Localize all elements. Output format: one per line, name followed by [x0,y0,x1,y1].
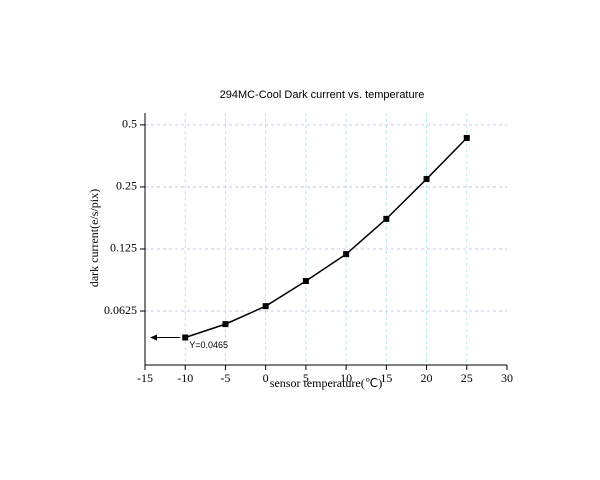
x-tick-label: -15 [137,371,153,385]
annotation: Y=0.0465 [189,340,228,350]
series-line [184,137,468,339]
x-tick-label: 5 [303,371,309,385]
point [383,215,390,222]
point [182,334,189,341]
x-tick-label: -10 [177,371,193,385]
x-tick-label: 30 [501,371,513,385]
chart-title: 294MC-Cool Dark current vs. temperature [220,89,425,101]
x-tick-label: 25 [461,371,473,385]
x-tick-label: 10 [340,371,352,385]
y-axis-label: dark current(e/s/pix) [87,189,101,287]
x-tick-label: 0 [263,371,269,385]
point [343,251,350,258]
y-tick-label: 0.125 [110,241,137,255]
y-tick-label: 0.5 [122,117,137,131]
annotation-arrowhead [150,334,157,341]
x-axis-label: sensor temperature(℃) [270,376,382,390]
x-tick-label: -5 [220,371,230,385]
point [222,321,229,328]
y-tick-label: 0.0625 [104,303,137,317]
point [423,176,430,183]
y-tick-label: 0.25 [116,179,137,193]
x-tick-label: 20 [421,371,433,385]
x-tick-label: 15 [380,371,392,385]
point [302,278,309,285]
point [463,134,470,141]
point [262,303,269,310]
